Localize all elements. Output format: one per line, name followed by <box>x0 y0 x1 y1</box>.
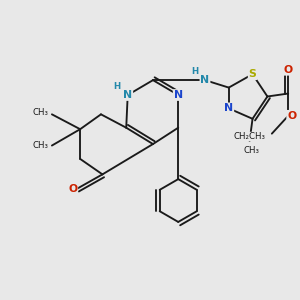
Text: N: N <box>224 103 233 113</box>
Text: CH₃: CH₃ <box>32 141 48 150</box>
Text: O: O <box>284 65 293 75</box>
Text: O: O <box>287 111 296 121</box>
Text: O: O <box>68 184 77 194</box>
Text: S: S <box>249 69 256 79</box>
Text: CH₃: CH₃ <box>243 146 259 154</box>
Text: H: H <box>114 82 121 91</box>
Text: N: N <box>123 90 132 100</box>
Text: N: N <box>200 75 209 85</box>
Text: CH₃: CH₃ <box>32 108 48 117</box>
Text: H: H <box>191 67 198 76</box>
Text: N: N <box>174 90 183 100</box>
Text: CH₂CH₃: CH₂CH₃ <box>234 132 266 141</box>
